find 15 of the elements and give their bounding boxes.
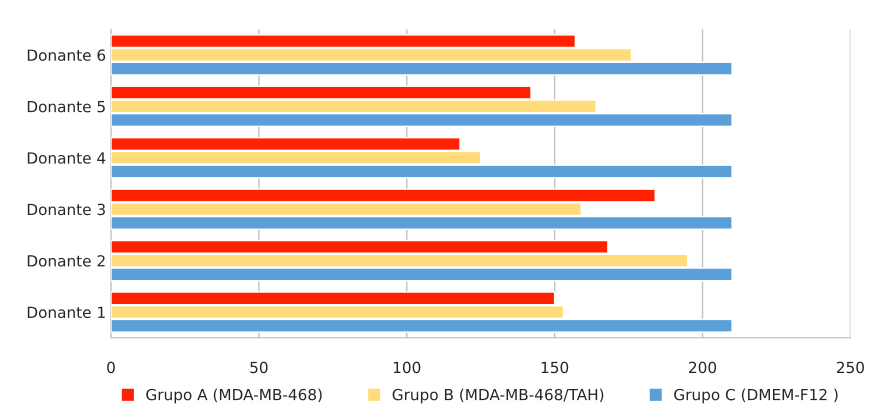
y-tick-label: Donante 3 xyxy=(28,204,105,216)
x-tick-label: 200 xyxy=(689,362,716,374)
legend-label: Grupo C (DMEM-F12 ) xyxy=(674,388,838,404)
x-tick-label: 150 xyxy=(542,362,568,374)
x-tick-label: 250 xyxy=(836,362,864,374)
legend-label: Grupo A (MDA-MB-468) xyxy=(146,388,322,404)
x-tick-label: 0 xyxy=(107,362,115,374)
y-tick-label: Donante 2 xyxy=(28,255,105,267)
x-tick-label: 100 xyxy=(394,362,420,374)
y-tick-label: Donante 6 xyxy=(28,49,106,61)
x-tick-label: 50 xyxy=(250,362,268,374)
legend-label: Grupo B (MDA-MB-468/TAH) xyxy=(392,388,604,404)
y-tick-label: Donante 1 xyxy=(28,306,105,318)
y-tick-label: Donante 5 xyxy=(28,101,105,112)
y-tick-label: Donante 4 xyxy=(28,152,106,164)
